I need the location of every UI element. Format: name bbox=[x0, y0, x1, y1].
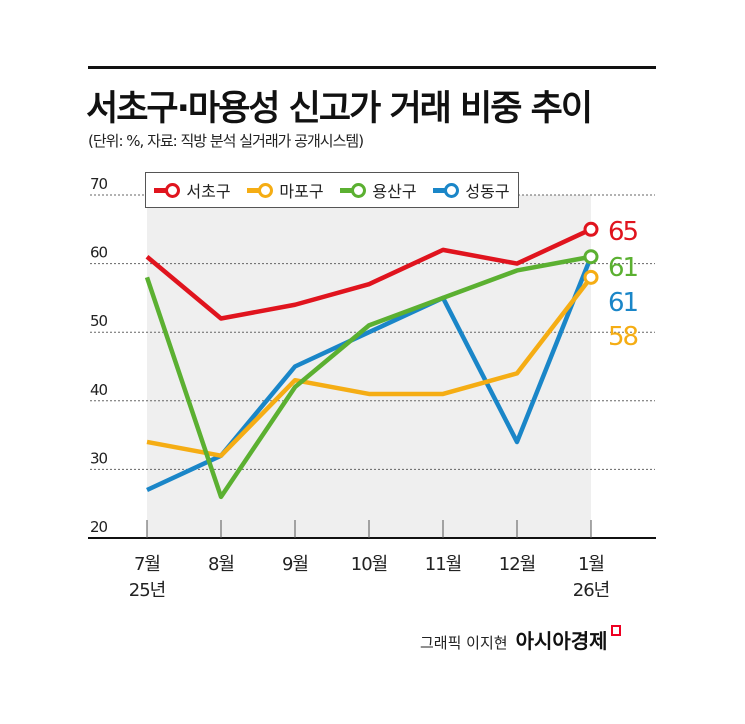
data-point-marker bbox=[583, 249, 599, 265]
legend-label: 마포구 bbox=[279, 182, 324, 201]
end-value-label: 61 bbox=[608, 288, 638, 318]
plot-area-shade bbox=[147, 195, 591, 538]
credit: 그래픽 이지현 bbox=[420, 634, 508, 652]
legend: 서초구 마포구 용산구 성동구 bbox=[145, 172, 519, 208]
legend-item: 서초구 bbox=[154, 178, 231, 202]
chart-subtitle: (단위: %, 자료: 직방 분석 실거래가 공개시스템) bbox=[88, 132, 364, 150]
x-tick-label: 12월 bbox=[499, 554, 535, 575]
legend-item: 성동구 bbox=[433, 178, 510, 202]
x-tick-label: 8월 bbox=[208, 554, 234, 575]
y-tick-label: 30 bbox=[90, 449, 108, 467]
x-tick-label: 11월 bbox=[425, 554, 461, 575]
data-point-marker bbox=[583, 269, 599, 285]
end-value-label: 58 bbox=[608, 322, 638, 352]
y-tick-label: 20 bbox=[90, 518, 108, 536]
brand-mark-icon bbox=[610, 625, 621, 636]
end-value-label: 65 bbox=[608, 217, 638, 247]
y-tick-label: 40 bbox=[90, 381, 108, 399]
y-tick-label: 50 bbox=[90, 312, 108, 330]
chart-title: 서초구·마용성 신고가 거래 비중 추이 bbox=[86, 89, 593, 129]
brand-logo: 아시아경제 bbox=[515, 629, 608, 653]
legend-label: 성동구 bbox=[465, 182, 510, 201]
y-tick-label: 70 bbox=[90, 175, 108, 193]
footer: 그래픽 이지현 아시아경제 bbox=[420, 625, 621, 654]
x-tick-label: 10월 bbox=[351, 554, 387, 575]
y-tick-label: 60 bbox=[90, 244, 108, 262]
x-tick-label: 26년 bbox=[573, 580, 609, 601]
series-line-용산구 bbox=[144, 254, 592, 500]
series-line-서초구 bbox=[145, 227, 592, 321]
legend-item: 마포구 bbox=[247, 178, 324, 202]
end-value-label: 61 bbox=[608, 253, 638, 283]
series-line-마포구 bbox=[146, 275, 593, 458]
legend-item: 용산구 bbox=[340, 178, 417, 202]
legend-label: 용산구 bbox=[372, 182, 417, 201]
top-rule bbox=[88, 66, 656, 69]
x-tick-label: 7월 bbox=[134, 554, 160, 575]
x-tick-label: 25년 bbox=[129, 580, 165, 601]
x-tick-label: 9월 bbox=[282, 554, 308, 575]
x-tick-label: 1월 bbox=[578, 554, 604, 575]
data-point-marker bbox=[583, 221, 599, 237]
legend-label: 서초구 bbox=[186, 182, 231, 201]
